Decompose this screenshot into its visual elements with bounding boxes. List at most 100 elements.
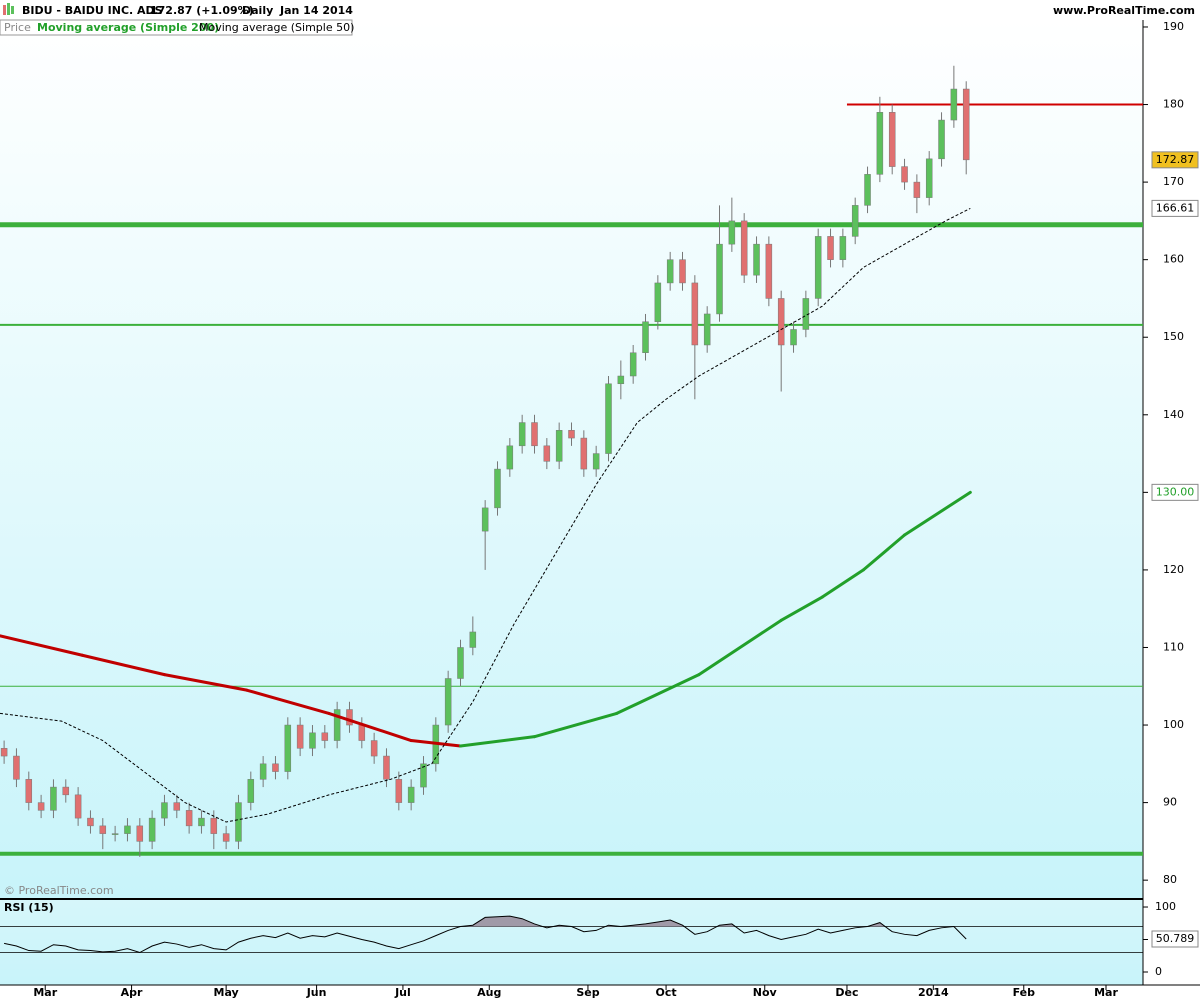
candle-body [777,298,785,346]
price-tag [1151,199,1199,217]
candle-body [235,802,242,842]
ma-segment [458,735,536,748]
candle-body [346,709,353,726]
candle-body [580,437,588,470]
y-tick-label: 180 [1163,98,1184,111]
ma-segment [162,673,249,692]
ma-segment [409,739,462,748]
candle-body [506,445,514,470]
candle-body [703,313,711,346]
legend-price: Price [4,21,31,34]
candle-body [531,422,538,447]
candle-body [962,88,970,161]
date: Jan 14 2014 [279,4,353,17]
y-tick-label: 170 [1163,175,1184,188]
y-tick-label: 160 [1163,253,1184,266]
candle-body [617,375,625,385]
candle-body [99,825,107,834]
candle-body [25,779,33,803]
candle-body [839,236,847,260]
y-tick-label: 100 [1163,718,1184,731]
source: www.ProRealTime.com [1053,4,1195,17]
candle-body [420,763,427,788]
x-tick-label: Sep [576,986,599,999]
price-panel [0,20,1143,898]
x-tick-label: Aug [477,986,501,999]
candle-body [222,833,230,842]
candle-body [469,631,477,648]
rsi-tag [1151,930,1199,948]
candle-body [938,119,945,160]
x-tick-label: Oct [655,986,676,999]
ma-segment [861,533,907,572]
legend-entry: Moving average (Simple 200) [37,21,219,34]
candle-body [111,833,119,835]
ma-segment [820,568,865,599]
ma-segment [532,711,619,739]
rsi-line [4,915,967,954]
candle-body [74,794,82,819]
candle-body [198,817,205,827]
candle-body [876,112,884,175]
candle-body [136,825,144,842]
candle-body [691,282,699,346]
candle-body [494,468,501,509]
candle-body [13,755,20,780]
rsi-tick-label: 100 [1155,900,1176,913]
candle-body [543,445,551,462]
candle-body [148,817,156,842]
candle-body [210,817,218,834]
candle-body [605,383,612,454]
candle-body [358,724,366,741]
icon [3,5,6,15]
candle-body [185,810,193,827]
candle-body [913,181,921,198]
ma-segment [615,673,701,715]
ma-segment [903,490,972,537]
ma-line [0,207,971,823]
y-tick-label: 110 [1163,640,1184,653]
ma-segment [80,653,166,677]
candle-body [333,709,341,741]
x-tick-label: Jul [394,986,411,999]
period: Daily [242,4,273,17]
candle-body [790,329,797,346]
ma-segment [779,595,824,622]
legend-entry: Moving average (Simple 50) [199,21,354,34]
ticker-title: BIDU - BAIDU INC. ADS [22,4,163,17]
ma-segment [697,618,783,677]
candle-body [888,112,896,167]
candle-body [901,166,908,183]
x-tick-label: Jun [306,986,327,999]
candle-body [62,786,70,796]
candle-body [124,825,131,834]
ma-segment [327,711,413,743]
candle-body [925,158,933,198]
icon [11,6,14,14]
rsi-panel [0,900,1143,985]
y-tick-label: 140 [1163,408,1184,421]
y-tick-label: 150 [1163,330,1184,343]
candle-body [407,786,415,803]
candle-body [370,740,378,757]
candle-body [309,732,316,749]
candle-body [666,259,674,284]
candle-body [765,243,773,299]
candle-body [173,802,181,811]
rsi-tag-label: 50.789 [1156,932,1195,945]
candle-body [284,724,292,772]
price-tag [1151,483,1199,501]
rsi-tick-label: 0 [1155,965,1162,978]
candle-body [87,817,94,827]
ma-segment [245,688,331,715]
price-tag-label: 166.61 [1156,201,1195,214]
quote: 172.87 (+1.09%) [150,4,254,17]
candle-body [827,236,834,260]
candle-body [716,243,723,315]
y-tick-label: 80 [1163,873,1177,886]
candle-body [0,748,8,757]
copyright: © ProRealTime.com [4,884,114,897]
candle-body [814,236,822,299]
candle-body [654,282,662,322]
